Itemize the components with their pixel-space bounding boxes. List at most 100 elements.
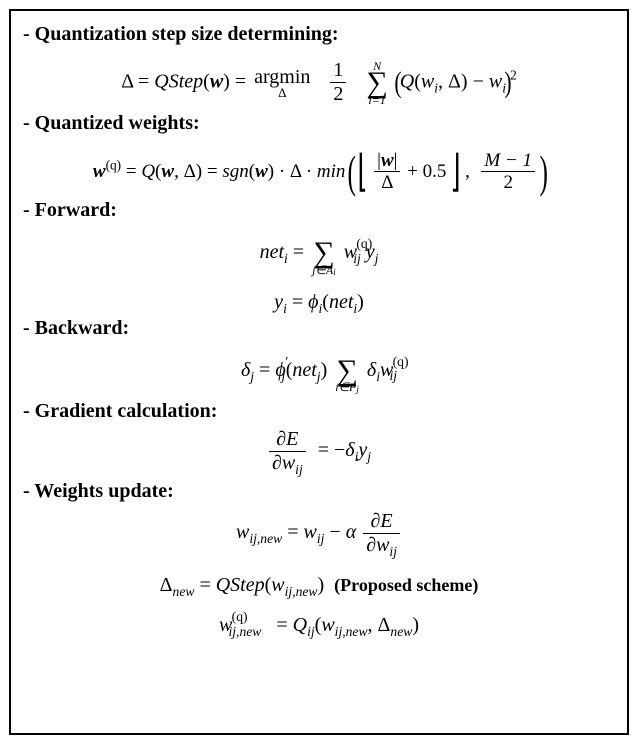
den-dw-sub: ij: [295, 462, 303, 477]
den-dw: ∂w: [272, 452, 295, 474]
fn-Q: Q: [400, 70, 414, 92]
sub-net-i: i: [284, 251, 288, 266]
sym-netj: net: [292, 359, 316, 381]
wq-new-sup: (q): [232, 609, 248, 624]
wij2-sub: ij: [389, 368, 397, 383]
sym-delta: Δ: [121, 70, 133, 92]
op-sum-2: ∑ j∈Ai: [312, 230, 336, 277]
sym-phi: ϕ: [308, 291, 318, 313]
delta-new-sub: new: [173, 584, 195, 599]
proposed-note: (Proposed scheme): [334, 575, 478, 595]
sum3-bot-j: j: [356, 384, 359, 394]
sym-eq: =: [138, 70, 154, 92]
w-arg: w: [271, 574, 284, 596]
sub-yj2: j: [367, 449, 371, 464]
sym-yi: y: [274, 291, 283, 313]
eq-qstep: Δ = QStep(w) = argmin Δ 1 2 N ∑ i=1 (Q(w…: [21, 60, 617, 106]
wij2-sup: (q): [393, 354, 409, 369]
eq-update-wq: w(q)ij,new = Qij(wij,new, Δnew): [21, 614, 617, 636]
arg-delta-sub: new: [390, 624, 412, 639]
eq-quantized-weights: w(q) = Q(w, Δ) = sgn(w) · Δ · min ( ⌊ |w…: [21, 151, 617, 194]
sub-net-2: i: [353, 301, 357, 316]
fn-qstep: QStep: [154, 70, 203, 92]
rparen-big: ): [504, 72, 511, 95]
sym-delta2: Δ: [448, 70, 461, 92]
sum2-bot-1: j∈A: [312, 263, 333, 277]
sym-di: δ: [367, 359, 376, 381]
abs-w-inner: w: [381, 150, 394, 171]
sym-w3: w: [255, 160, 268, 181]
sym-alpha: α: [346, 521, 357, 543]
heading-gradient: - Gradient calculation:: [21, 400, 617, 423]
argmin-label: argmin: [254, 67, 310, 87]
sym-w: w: [210, 70, 223, 92]
sym-deltaj: δ: [241, 359, 250, 381]
sym-yj2: y: [358, 439, 367, 461]
sub-netj: j: [317, 369, 321, 384]
frac-w-delta: |w| Δ: [374, 151, 400, 194]
den-dw-2-sub: ij: [389, 544, 397, 559]
heading-forward: - Forward:: [21, 199, 617, 222]
plus-05: + 0.5: [407, 160, 446, 181]
sym-delta4: Δ: [290, 160, 301, 181]
wq-new-sub: ij,new: [229, 624, 262, 639]
phi-sub: j: [282, 368, 286, 383]
wij-sub: ij: [353, 251, 361, 266]
w-old-sub: ij: [317, 531, 325, 546]
fn-min: min: [317, 160, 346, 181]
eq-update-delta: Δnew = QStep(wij,new) (Proposed scheme): [21, 574, 617, 596]
num-M: M − 1: [481, 151, 535, 173]
fn-sgn: sgn: [222, 160, 248, 181]
sum2-bot: j∈Ai: [312, 264, 336, 277]
argw-sub: ij,new: [335, 624, 368, 639]
den-delta: Δ: [374, 172, 400, 193]
lfloor-icon: ⌊: [358, 156, 368, 188]
num-dE: ∂E: [269, 429, 306, 452]
sub-phi: i: [318, 301, 322, 316]
wij-stack: (q)ij: [357, 241, 361, 263]
sum2-bot-i: i: [333, 267, 336, 277]
heading-qstep: - Quantization step size determining:: [21, 23, 617, 46]
rparen-big-2: ): [539, 156, 547, 188]
sym-di2: δ: [345, 439, 354, 461]
sym-wq: w: [93, 160, 106, 181]
phi-sup: ′: [285, 354, 288, 369]
sum-bot: i=1: [366, 94, 387, 106]
w-old: w: [304, 521, 317, 543]
heading-quantized-weights: - Quantized weights:: [21, 112, 617, 135]
w-arg-sub: ij,new: [285, 584, 318, 599]
rfloor-icon: ⌋: [451, 156, 461, 188]
frac-half: 1 2: [330, 60, 346, 105]
sym-wi: w: [421, 70, 434, 92]
delta-new: Δ: [160, 574, 173, 596]
arg-delta: Δ: [378, 614, 391, 636]
sym-delta3: Δ: [184, 160, 196, 181]
fn-Qij: Q: [293, 614, 307, 636]
op-argmin: argmin Δ: [254, 67, 310, 99]
den-dw-2: ∂w: [366, 534, 389, 556]
sub-yi: i: [283, 301, 287, 316]
op-sum-3: ∑ i∈Pj: [335, 348, 359, 395]
sym-eq2: =: [235, 70, 251, 92]
sup-q: (q): [106, 157, 122, 172]
minus: −: [334, 439, 345, 461]
sym-w2: w: [161, 160, 174, 181]
sym-net-2: net: [329, 291, 353, 313]
algorithm-box: - Quantization step size determining: Δ …: [9, 9, 629, 735]
sym-net: net: [260, 241, 284, 263]
eq-forward-y: yi = ϕi(neti): [21, 291, 617, 313]
wq-new-stack: (q)ij,new: [232, 614, 261, 636]
w-new: w: [236, 521, 249, 543]
num-1: 1: [330, 60, 346, 83]
num-dE-2: ∂E: [363, 511, 400, 534]
page: - Quantization step size determining: Δ …: [0, 0, 640, 744]
w-new-sub: ij,new: [249, 531, 282, 546]
eq-forward-net: neti = ∑ j∈Ai w(q)ij yj: [21, 230, 617, 277]
fn-qstep-2: QStep: [216, 574, 265, 596]
lparen-big-2: (: [348, 156, 356, 188]
sum3-bot-1: i∈P: [335, 380, 356, 394]
wij-sup: (q): [356, 236, 372, 251]
sub-deltaj: j: [250, 369, 254, 384]
eq-gradient: ∂E ∂wij = −δiyj: [21, 429, 617, 474]
fn-Qij-sub: ij: [307, 624, 315, 639]
